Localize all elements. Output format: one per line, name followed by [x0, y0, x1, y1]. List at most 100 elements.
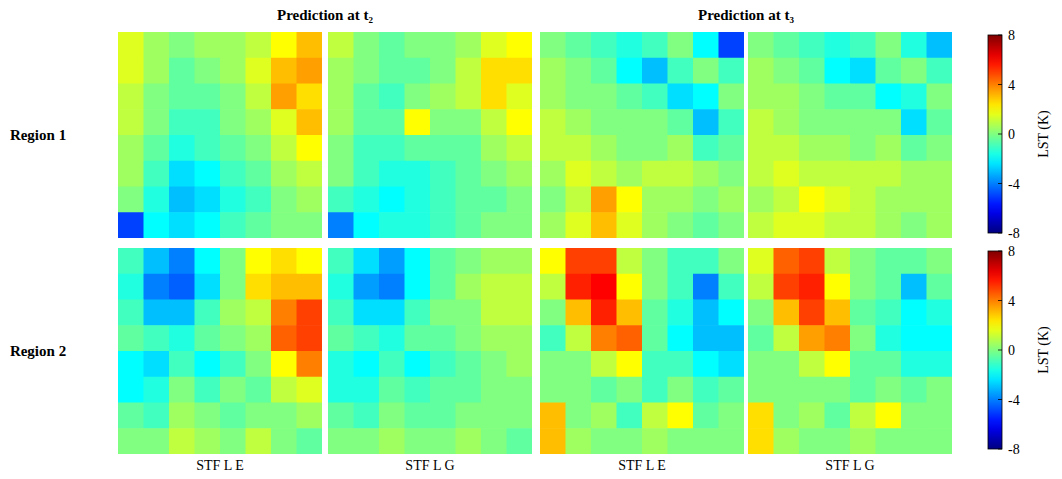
cell [540, 32, 566, 58]
cell [901, 325, 927, 351]
cell [481, 248, 507, 274]
cell [693, 377, 719, 403]
map-panel [118, 32, 322, 238]
cell [456, 58, 482, 84]
colorbar-tick-label: 4 [1008, 294, 1015, 309]
cell [748, 377, 774, 403]
cell [354, 187, 380, 213]
cell [719, 325, 745, 351]
cell [354, 58, 380, 84]
cell [668, 135, 694, 161]
cell [668, 403, 694, 429]
cell [748, 300, 774, 326]
cell [617, 161, 643, 187]
cell [540, 135, 566, 161]
cell [430, 109, 456, 135]
cell [799, 84, 825, 110]
cell [271, 84, 297, 110]
cell [220, 212, 246, 238]
cell [456, 351, 482, 377]
cell [118, 32, 144, 58]
cell [507, 325, 533, 351]
cell [354, 403, 380, 429]
cell [354, 248, 380, 274]
colorbar-tick-label: -4 [1008, 177, 1020, 192]
cell [297, 351, 323, 377]
cell [220, 58, 246, 84]
cell [195, 84, 221, 110]
cell [195, 32, 221, 58]
cell [456, 377, 482, 403]
cell [195, 325, 221, 351]
cell [719, 377, 745, 403]
cell [748, 109, 774, 135]
cell [169, 274, 195, 300]
map-panel [118, 248, 322, 454]
cell [668, 161, 694, 187]
cell [617, 377, 643, 403]
cell [774, 351, 800, 377]
cell [748, 212, 774, 238]
cell [430, 32, 456, 58]
cell [799, 325, 825, 351]
cell [901, 403, 927, 429]
cell [566, 403, 592, 429]
cell [901, 135, 927, 161]
cell [246, 161, 272, 187]
cell [799, 248, 825, 274]
cell [144, 109, 170, 135]
colorbar-tick-label: 8 [1008, 244, 1015, 259]
cell [825, 248, 851, 274]
cell [246, 109, 272, 135]
cell [246, 248, 272, 274]
cell [825, 300, 851, 326]
cell [876, 248, 902, 274]
cell [456, 109, 482, 135]
cell [430, 58, 456, 84]
cell [876, 377, 902, 403]
cell [271, 212, 297, 238]
cell [825, 377, 851, 403]
cell [379, 325, 405, 351]
colorbar-label: LST (K) [1036, 110, 1052, 158]
cell [748, 428, 774, 454]
cell [481, 351, 507, 377]
cell [693, 58, 719, 84]
cell [195, 187, 221, 213]
cell [799, 274, 825, 300]
cell [220, 161, 246, 187]
map-panel [540, 248, 744, 454]
cell [617, 274, 643, 300]
cell [693, 351, 719, 377]
cell [876, 84, 902, 110]
cell [507, 135, 533, 161]
figure: Prediction at t₂Prediction at t₃Region 1… [0, 0, 1062, 479]
cell [271, 109, 297, 135]
cell [220, 187, 246, 213]
cell [901, 300, 927, 326]
cell [430, 212, 456, 238]
cell [617, 135, 643, 161]
cell [566, 351, 592, 377]
cell [379, 84, 405, 110]
cell [379, 161, 405, 187]
cell [825, 32, 851, 58]
cell [591, 109, 617, 135]
colorbar-tick-label: 0 [1008, 343, 1015, 358]
cell [642, 351, 668, 377]
cell [456, 212, 482, 238]
map-panel [328, 32, 532, 238]
cell [456, 428, 482, 454]
cell [271, 32, 297, 58]
cell [591, 428, 617, 454]
cell [271, 161, 297, 187]
cell [850, 84, 876, 110]
cell [591, 377, 617, 403]
cell [617, 325, 643, 351]
cell [748, 325, 774, 351]
cell [540, 84, 566, 110]
cell [169, 325, 195, 351]
cell [118, 274, 144, 300]
cell [354, 135, 380, 161]
cell [774, 428, 800, 454]
